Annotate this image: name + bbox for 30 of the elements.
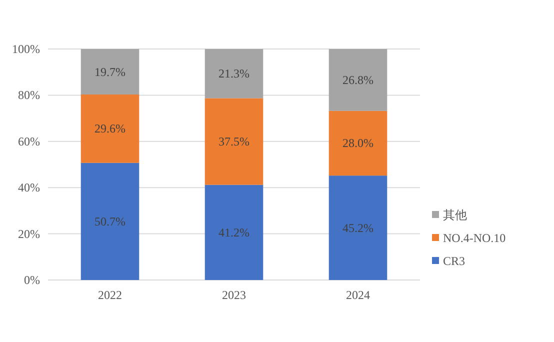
y-tick-label: 20% <box>18 226 40 241</box>
data-label: 50.7% <box>94 214 126 228</box>
data-label: 29.6% <box>94 122 126 136</box>
bar <box>204 98 264 185</box>
y-tick-label: 40% <box>18 180 40 195</box>
x-tick-label: 2023 <box>222 288 246 302</box>
bar <box>204 49 264 98</box>
bar <box>80 162 140 280</box>
bar <box>80 94 140 163</box>
data-label: 37.5% <box>218 134 250 149</box>
x-tick-label: 2024 <box>346 288 370 302</box>
y-tick-label: 60% <box>18 134 40 148</box>
bar <box>204 184 264 280</box>
y-tick-label: 100% <box>12 42 40 56</box>
bar <box>328 176 388 280</box>
data-label: 28.0% <box>342 136 374 150</box>
data-label: 45.2% <box>342 220 374 235</box>
legend-label: CR3 <box>443 254 466 268</box>
data-label: 26.8% <box>342 72 374 87</box>
data-label: 19.7% <box>94 64 126 79</box>
legend-label: 其他 <box>443 208 467 222</box>
bar <box>328 49 388 111</box>
y-tick-label: 80% <box>18 88 40 102</box>
bar <box>80 49 140 95</box>
bar <box>328 110 388 176</box>
legend-label: NO.4-NO.10 <box>443 231 506 245</box>
x-tick-label: 2022 <box>98 288 122 302</box>
data-label: 21.3% <box>218 66 250 81</box>
data-label: 41.2% <box>218 225 250 240</box>
y-tick-label: 0% <box>24 273 40 287</box>
